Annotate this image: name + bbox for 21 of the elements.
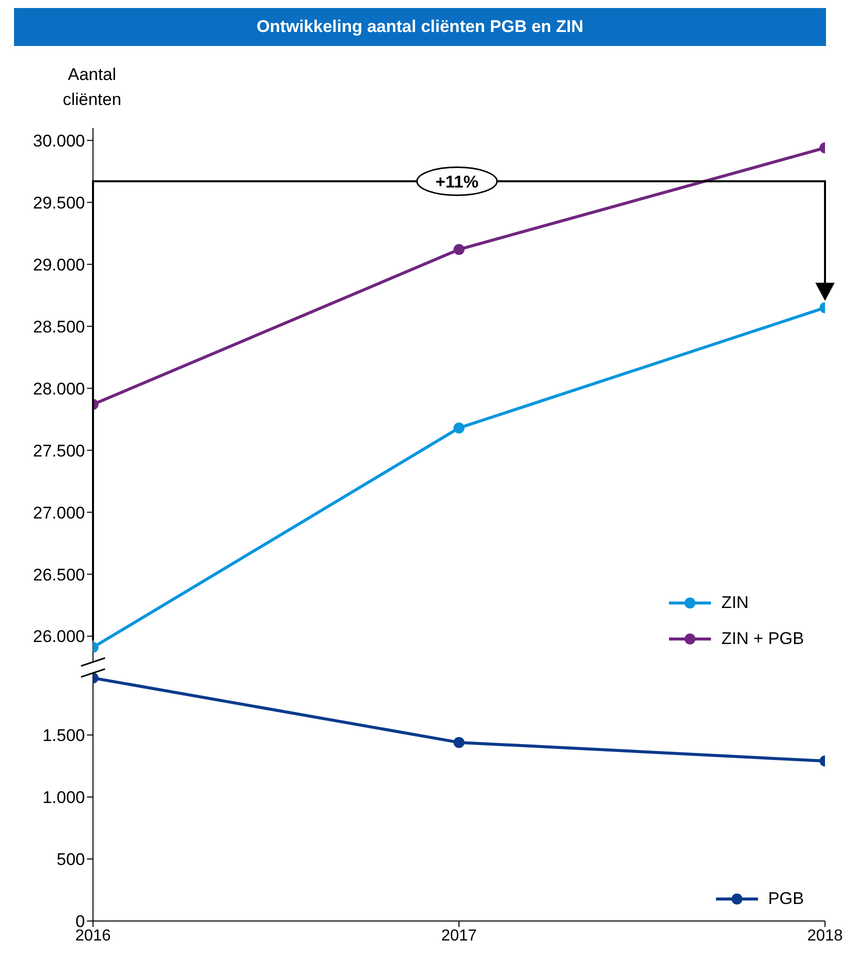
y-tick-label: 28.000 xyxy=(33,379,85,398)
y-tick-label: 30.000 xyxy=(33,131,85,150)
y-tick-label: 29.000 xyxy=(33,255,85,274)
legend-label: ZIN + PGB xyxy=(721,629,804,649)
y-tick-label: 1.000 xyxy=(42,788,85,808)
y-tick-label: 27.500 xyxy=(33,441,85,460)
chart-title: Ontwikkeling aantal cliënten PGB en ZIN xyxy=(14,8,826,46)
legend-label: ZIN xyxy=(721,593,749,613)
y-tick-label: 500 xyxy=(56,850,85,870)
y-tick-label: 1.500 xyxy=(42,726,85,746)
y-tick-label: 27.000 xyxy=(33,503,85,522)
legend-label: PGB xyxy=(768,889,804,909)
y-axis-title: Aantal cliënten xyxy=(62,64,122,111)
x-tick-label: 2018 xyxy=(807,927,843,944)
x-tick-label: 2017 xyxy=(441,927,477,944)
x-tick-label: 2016 xyxy=(75,927,111,944)
y-tick-label: 28.500 xyxy=(33,317,85,336)
y-tick-label: 26.000 xyxy=(33,627,85,646)
y-tick-label: 29.500 xyxy=(33,193,85,212)
y-tick-label: 26.500 xyxy=(33,565,85,584)
annotation: +11% xyxy=(435,172,479,192)
